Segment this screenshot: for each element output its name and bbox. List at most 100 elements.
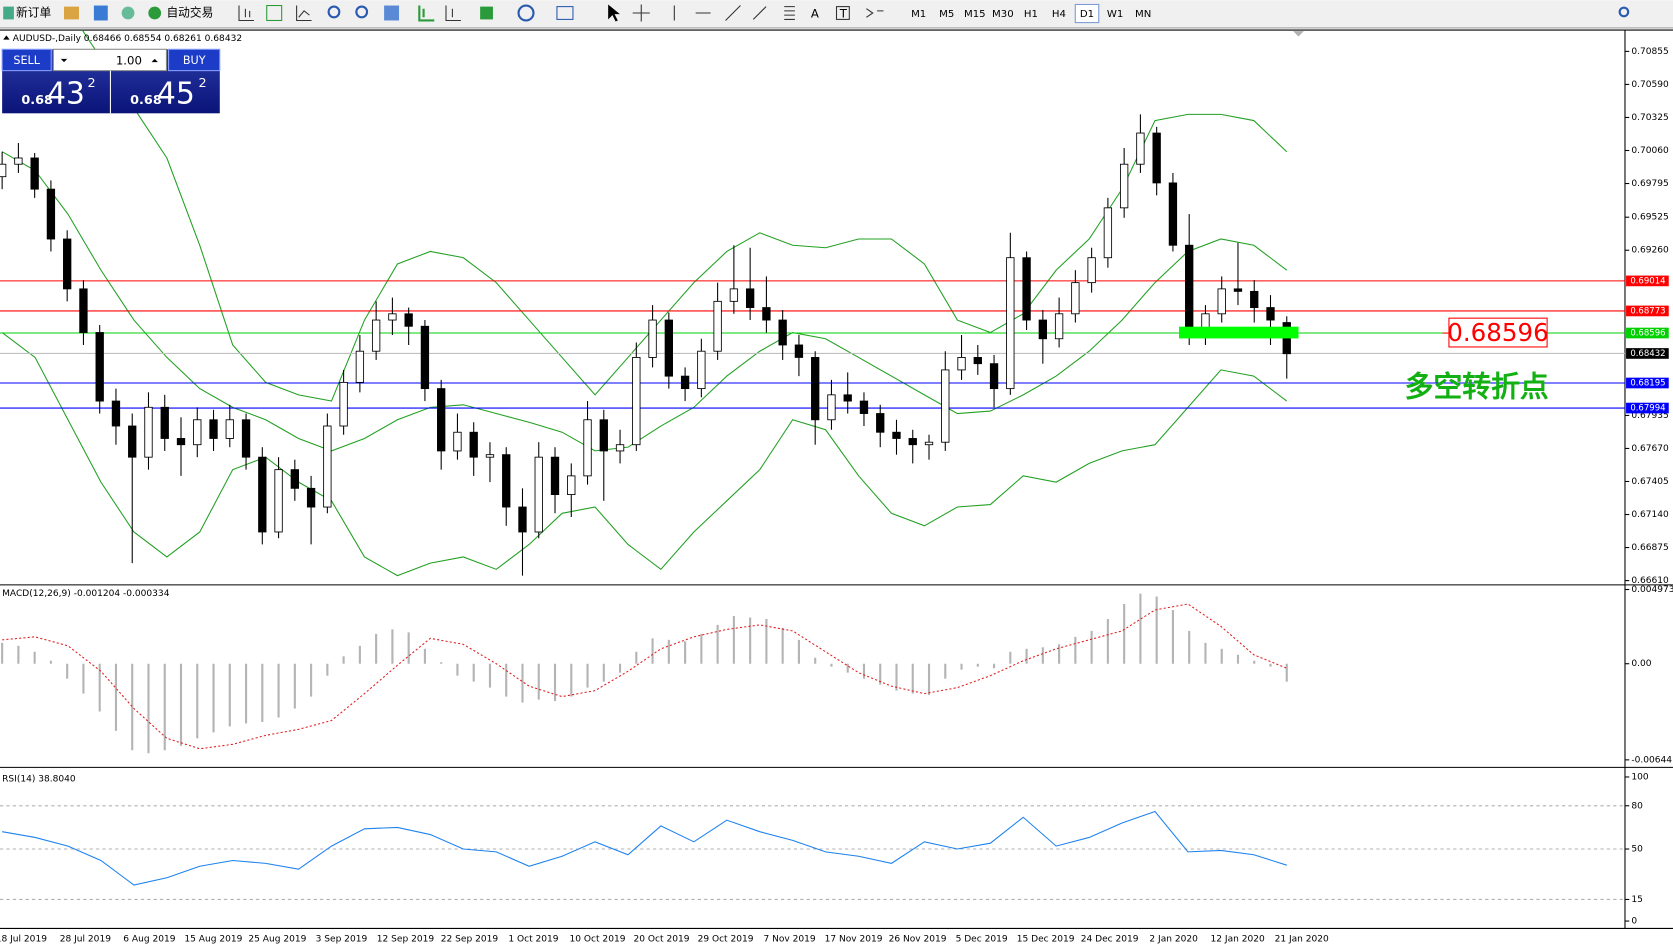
indicator-label: RSI(14) 38.8040 (2, 775, 76, 785)
zoom-out[interactable] (355, 5, 369, 19)
timeframe-button[interactable]: D1 (1080, 9, 1094, 20)
macd-signal-line (2, 603, 1287, 750)
tool-icon[interactable] (238, 5, 254, 22)
tool-icon[interactable] (266, 5, 283, 22)
plot-area (1, 593, 1288, 754)
candle-body (0, 163, 7, 178)
trade-panel: SELL 1.00 BUY 0.68 43 2 0.68 45 2 (1, 48, 221, 114)
candle-body (144, 406, 153, 458)
candle-body (713, 300, 722, 352)
x-tick-label: 2 Jan 2020 (1149, 935, 1198, 945)
tool-icon[interactable] (93, 5, 108, 21)
auto-trading-icon[interactable] (148, 6, 162, 20)
candle-body (128, 425, 137, 458)
candle-body (892, 431, 901, 439)
candle-body (859, 400, 869, 414)
timeframe-button[interactable]: M1 (911, 9, 926, 20)
auto-trading-button[interactable]: 自动交易 (166, 6, 213, 20)
sell-label[interactable]: SELL (13, 54, 40, 67)
level-label-bg (1626, 327, 1669, 339)
y-tick-label: 0 (1631, 917, 1637, 927)
new-order-button[interactable]: 新订单 (16, 6, 51, 20)
line-tools[interactable] (673, 5, 767, 21)
candle-body (1233, 288, 1243, 292)
candle-body (306, 487, 316, 508)
rsi-line (2, 810, 1287, 886)
candle-body (1071, 282, 1080, 315)
candle-body (680, 375, 690, 390)
y-tick-label: 0.67140 (1631, 510, 1669, 520)
x-tick-label: 7 Nov 2019 (763, 935, 815, 945)
label-tool[interactable] (835, 6, 850, 20)
crosshair-tool[interactable] (632, 4, 650, 22)
sell-price-sup[interactable]: 2 (87, 76, 95, 91)
sell-price-big[interactable]: 43 (47, 77, 85, 112)
tool-icon[interactable] (445, 5, 461, 22)
candle-body (453, 431, 462, 452)
main-chart: 0.70855 0.70590 0.70325 0.70060 0.69795 0.695… (0, 30, 1669, 586)
tool-icon[interactable] (296, 5, 312, 22)
label-tool[interactable]: T (839, 7, 848, 21)
y-tick-label: 0.70060 (1631, 146, 1669, 156)
candle-body (274, 469, 283, 533)
candle-body (1168, 182, 1178, 246)
lots-up[interactable] (151, 58, 158, 63)
candle-body (762, 307, 771, 321)
candle-body (924, 441, 934, 446)
candle-body (1087, 257, 1096, 284)
timeframe-button[interactable]: H1 (1024, 9, 1038, 20)
chart-shift-marker[interactable] (1293, 31, 1304, 37)
cursor-tool[interactable] (608, 4, 620, 22)
arrow-tool[interactable] (866, 8, 884, 18)
timeframe-button[interactable]: W1 (1107, 9, 1123, 20)
lots-down[interactable] (60, 58, 68, 63)
level-label: 0.68596 (1630, 329, 1665, 339)
header-arrow (3, 35, 10, 40)
tool-icon[interactable] (480, 6, 493, 20)
sell-price-prefix[interactable]: 0.68 (21, 93, 53, 108)
buy-button[interactable] (168, 48, 221, 72)
y-tick-label: 0.004973 (1631, 585, 1673, 595)
zoom-in[interactable] (327, 5, 341, 19)
tool-icon[interactable] (418, 5, 435, 22)
tool-icon[interactable] (517, 4, 535, 22)
timeframe-button[interactable]: M30 (992, 9, 1014, 20)
timeframe-button[interactable]: MN (1135, 9, 1151, 20)
candle-body (534, 456, 543, 533)
lots-value[interactable]: 1.00 (116, 54, 142, 68)
buy-price-big[interactable]: 45 (157, 77, 195, 112)
tool-icon[interactable] (121, 6, 135, 20)
timeframe-button[interactable]: M5 (939, 9, 954, 20)
x-tick-label: 20 Oct 2019 (634, 935, 690, 945)
text-tool[interactable]: A (811, 7, 819, 21)
y-tick-label: 0.69260 (1631, 246, 1669, 256)
candle-body (95, 332, 104, 402)
timeframe-button[interactable]: M15 (964, 9, 986, 20)
tool-icon[interactable] (556, 6, 574, 20)
x-tick-label: 12 Sep 2019 (377, 935, 435, 945)
buy-label[interactable]: BUY (183, 54, 206, 67)
x-tick-label: 17 Nov 2019 (825, 935, 883, 945)
candle-body (355, 350, 365, 383)
candle-body (1022, 257, 1031, 321)
x-tick-label: 10 Oct 2019 (570, 935, 626, 945)
buy-price-sup[interactable]: 2 (198, 76, 206, 91)
indicator-label: MACD(12,26,9) -0.001204 -0.000334 (2, 589, 170, 599)
sell-button[interactable] (1, 48, 52, 72)
candle-body (583, 419, 592, 477)
candle-body (1250, 290, 1259, 309)
level-label: 0.67994 (1630, 404, 1665, 414)
y-tick-label: 0.70590 (1631, 80, 1669, 90)
highlight-bar (1178, 326, 1299, 339)
fibo-tool[interactable] (784, 6, 795, 20)
lots-input[interactable] (52, 48, 167, 72)
search[interactable] (1618, 6, 1630, 18)
tool-icon[interactable] (384, 5, 400, 21)
candle-body (989, 363, 999, 390)
level-label: 0.68195 (1630, 378, 1665, 388)
timeframe-button[interactable]: H4 (1052, 9, 1066, 20)
tool-icon[interactable] (64, 6, 79, 20)
buy-price-prefix[interactable]: 0.68 (130, 93, 162, 108)
new-order-icon[interactable] (3, 6, 14, 20)
candle-body (794, 344, 804, 358)
